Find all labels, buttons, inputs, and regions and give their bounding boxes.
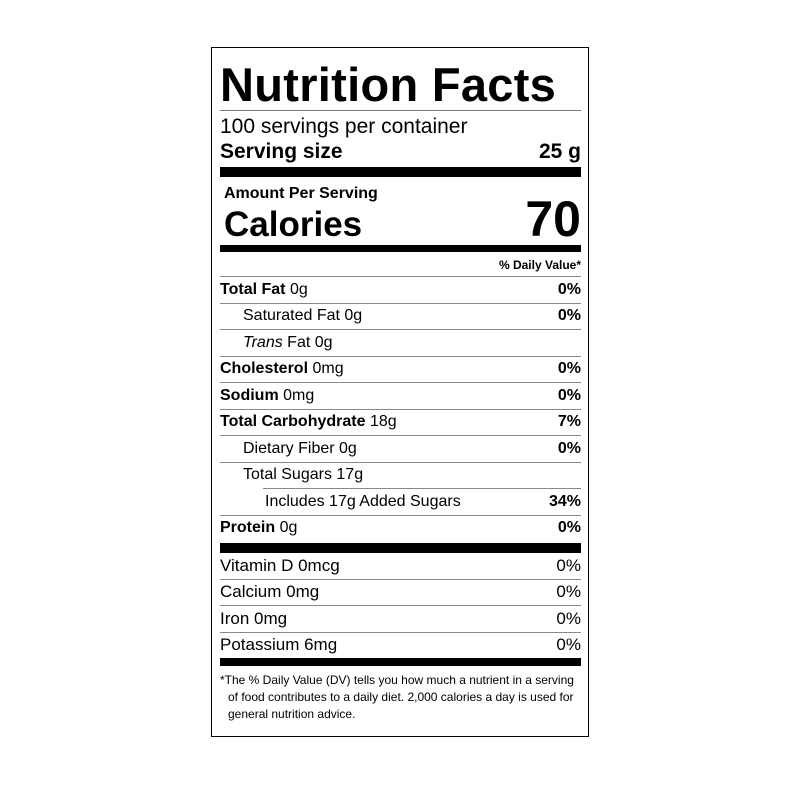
vitamin-label: Vitamin D 0mcg [220,555,340,575]
vitamins-section: Vitamin D 0mcg 0% Calcium 0mg 0% Iron 0mg 0… [220,553,581,658]
nutrient-amount: 18g [369,413,397,431]
nutrient-dv: 0% [557,386,581,404]
nutrient-dv: 0% [557,307,581,325]
nutrient-amount: 0g [289,280,308,298]
serving-size: Serving size 25 g [220,140,581,164]
thick-divider [220,167,581,177]
thick-divider [220,658,581,666]
nutrient-amount: 0g [344,307,363,325]
nutrient-dv: 0% [557,360,581,378]
nutrient-name: Sodium [220,386,279,404]
nutrient-amount: 0mg [283,386,315,404]
nutrient-name: Total Sugars [243,466,332,484]
nutrient-dv: 7% [557,413,581,431]
nutrient-dv: 0% [557,439,581,457]
nutrient-name: Trans [243,333,283,351]
nutrient-dv: 0% [557,280,581,298]
nutrient-name: Total Fat [220,280,286,298]
nutrient-amount: 0mg [312,360,344,378]
nutrient-name: Saturated Fat [243,307,340,325]
nutrient-row-dietary-fiber: Dietary Fiber 0g 0% [220,435,581,462]
nutrient-name-suffix: Fat [287,333,311,351]
vitamin-dv: 0% [556,608,581,628]
thick-divider [220,245,581,252]
nutrient-row-total-sugars: Total Sugars 17g [220,461,581,489]
serving-size-value: 25 g [538,140,581,163]
nutrient-name: Includes 17g Added Sugars [265,492,461,510]
nutrient-row-total-fat: Total Fat 0g 0% [220,276,581,303]
nutrient-name: Dietary Fiber [243,439,335,457]
nutrient-amount: 0g [339,439,357,457]
vitamin-dv: 0% [556,635,581,655]
nutrient-dv: 34% [548,492,581,510]
divider [220,110,581,111]
calories-row: Calories 70 [220,193,581,245]
vitamin-row: Calcium 0mg 0% [220,578,581,606]
vitamin-label: Calcium 0mg [220,582,320,602]
calories-label: Calories [224,205,363,244]
serving-size-label: Serving size [220,140,343,163]
nutrient-amount: 17g [336,466,364,484]
calories-value: 70 [525,191,581,247]
nutrient-name: Protein [220,519,276,537]
nutrient-row-saturated-fat: Saturated Fat 0g 0% [220,302,581,330]
nutrient-name: Cholesterol [220,360,309,378]
nutrient-dv: 0% [557,519,581,537]
daily-value-header: % Daily Value* [498,258,581,272]
vitamin-label: Potassium 6mg [220,635,338,655]
footnote: *The % Daily Value (DV) tells you how mu… [220,673,574,721]
vitamin-dv: 0% [556,582,581,602]
label-title: Nutrition Facts [220,58,557,111]
servings-per-container: 100 servings per container [220,115,468,138]
nutrient-row-total-carbohydrate: Total Carbohydrate 18g 7% [220,408,581,436]
nutrient-row-trans-fat: Trans Fat 0g [220,329,581,356]
nutrient-amount: 0g [314,333,333,351]
nutrient-name: Total Carbohydrate [220,413,366,431]
nutrient-row-protein: Protein 0g 0% [220,514,581,542]
thick-divider [220,543,581,553]
vitamin-row: Iron 0mg 0% [220,605,581,632]
nutrient-row-cholesterol: Cholesterol 0mg 0% [220,355,581,383]
amount-per-serving: Amount Per Serving [224,185,378,202]
nutrient-row-sodium: Sodium 0mg 0% [220,382,581,409]
nutrient-row-added-sugars: Includes 17g Added Sugars 34% [263,488,581,515]
nutrient-amount: 0g [279,519,298,537]
vitamin-dv: 0% [556,555,581,575]
vitamin-row: Potassium 6mg 0% [220,631,581,659]
vitamin-row: Vitamin D 0mcg 0% [220,553,581,579]
vitamin-label: Iron 0mg [220,608,288,628]
nutrition-facts-label: Nutrition Facts 100 servings per contain… [211,47,589,737]
